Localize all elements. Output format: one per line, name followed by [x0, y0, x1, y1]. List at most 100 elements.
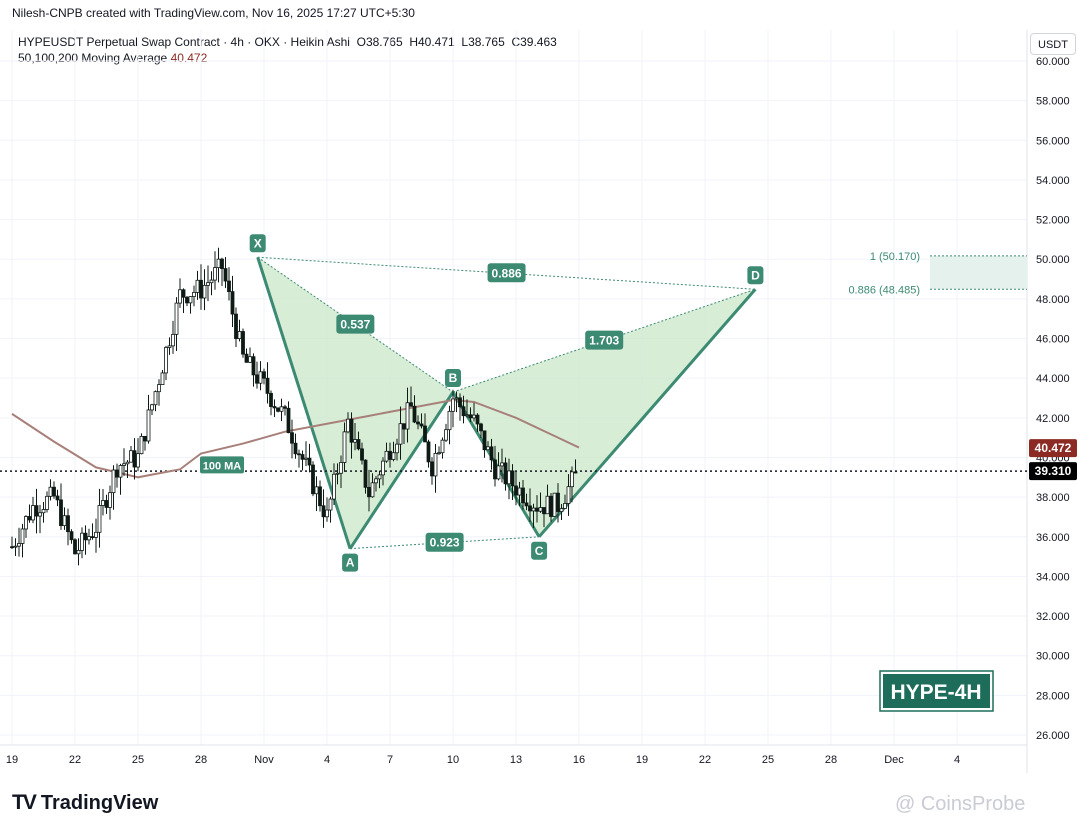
ratio-label-text: 0.537 [340, 318, 370, 332]
candle-body [433, 452, 438, 477]
target-zone: 1 (50.170) 0.886 (48.485) [848, 251, 1027, 296]
candle-body [258, 371, 263, 384]
timeframe-badge-outline [879, 670, 994, 712]
target-zone-top-label: 1 (50.170) [870, 251, 920, 263]
candle-body [234, 313, 238, 340]
candle-body [150, 404, 154, 411]
candle-body [563, 503, 567, 509]
candle-body [111, 469, 116, 494]
y-tick-label: 42.000 [1036, 413, 1070, 425]
ma-price-badge: 40.472 [1029, 439, 1077, 458]
point-label-text: B [449, 371, 458, 385]
y-tick-label: 34.000 [1036, 571, 1070, 583]
tradingview-logo-text: TradingView [40, 791, 159, 814]
candle-body [339, 462, 343, 474]
candle-body [244, 353, 249, 363]
candle-body [444, 429, 448, 441]
ratio-label-box [425, 532, 464, 552]
x-tick-label: 10 [447, 754, 459, 766]
candle-body [307, 457, 312, 466]
candle-body [38, 512, 42, 517]
ratio-label-0.923: 0.923 [425, 532, 464, 552]
high-value: 40.471 [418, 35, 455, 49]
candle-body [290, 432, 294, 444]
candle-body [514, 485, 518, 496]
candle-body [535, 507, 539, 512]
x-tick-label: Nov [254, 754, 274, 766]
candle-body [479, 423, 483, 432]
candle-body [115, 469, 119, 478]
candle-body [272, 406, 277, 409]
ratio-label-box [487, 263, 526, 283]
candle-body [325, 509, 329, 518]
candle-body [69, 531, 74, 541]
candle-body [430, 461, 434, 477]
candle-body [286, 407, 291, 434]
candle-body [248, 356, 252, 363]
candle-body [188, 296, 193, 304]
point-label-box [531, 541, 548, 560]
candle-body [216, 258, 221, 268]
pattern-leg-ab [348, 391, 455, 550]
candle-body [559, 508, 564, 512]
candle-body [24, 516, 28, 530]
candle-body [195, 279, 200, 293]
candle-body [293, 442, 298, 455]
x-tick-label: 22 [699, 754, 711, 766]
candle-body [223, 268, 228, 282]
candle-body [59, 499, 63, 527]
ratio-label-text: 1.703 [589, 334, 619, 348]
candle-body [409, 402, 413, 407]
candle-body [160, 372, 165, 385]
candle-body [13, 545, 18, 548]
candle-body [507, 470, 511, 485]
candle-body [20, 528, 25, 544]
candle-body [367, 486, 371, 498]
last-price-badge: 39.310 [1029, 462, 1077, 481]
ma-annotation-text: 100 MA [203, 460, 242, 472]
tradingview-logo[interactable]: TV TradingView [12, 791, 158, 815]
candle-body [265, 377, 270, 394]
ratio-label-text: 0.923 [430, 536, 460, 550]
candle-body [118, 465, 123, 478]
point-label-x: X [249, 234, 266, 253]
candle-body [164, 347, 168, 374]
currency-button[interactable]: USDT [1030, 33, 1076, 55]
candle-body [552, 492, 557, 517]
symbol-name: HYPEUSDT Perpetual Swap Contract · 4h · … [18, 35, 350, 49]
candle-body [454, 397, 459, 400]
candle-body [276, 407, 280, 412]
ratio-line-ac [350, 536, 540, 550]
y-tick-label: 44.000 [1036, 373, 1070, 385]
watermark: @ CoinsProbe [895, 793, 1026, 815]
point-label-text: C [535, 544, 544, 558]
candle-body [181, 289, 186, 298]
candle-body [66, 515, 70, 533]
candle-body [475, 414, 480, 425]
point-label-c: C [531, 541, 548, 560]
candle-body [388, 450, 392, 460]
point-label-box [342, 553, 359, 572]
candle-body [209, 279, 214, 284]
ratio-label-box [336, 314, 375, 334]
y-tick-label: 26.000 [1036, 730, 1070, 742]
candle-body [10, 546, 14, 549]
candle-body [269, 392, 273, 407]
candle-body [346, 418, 350, 433]
candle-body [493, 459, 497, 480]
candle-body [524, 502, 529, 507]
ratio-line-bd [452, 288, 756, 393]
low-value: 38.765 [468, 35, 505, 49]
ratio-label-1.703: 1.703 [585, 330, 624, 350]
candle-body [185, 296, 189, 304]
point-label-box [445, 369, 461, 388]
candle-body [496, 465, 501, 480]
x-tick-label: 25 [762, 754, 774, 766]
timeframe-badge: HYPE-4H [879, 670, 994, 712]
symbol-legend[interactable]: HYPEUSDT Perpetual Swap Contract · 4h · … [18, 35, 557, 49]
target-zone-box [930, 255, 1027, 290]
y-tick-label: 28.000 [1036, 690, 1070, 702]
candle-body [405, 402, 410, 430]
y-tick-label: 52.000 [1036, 215, 1070, 227]
